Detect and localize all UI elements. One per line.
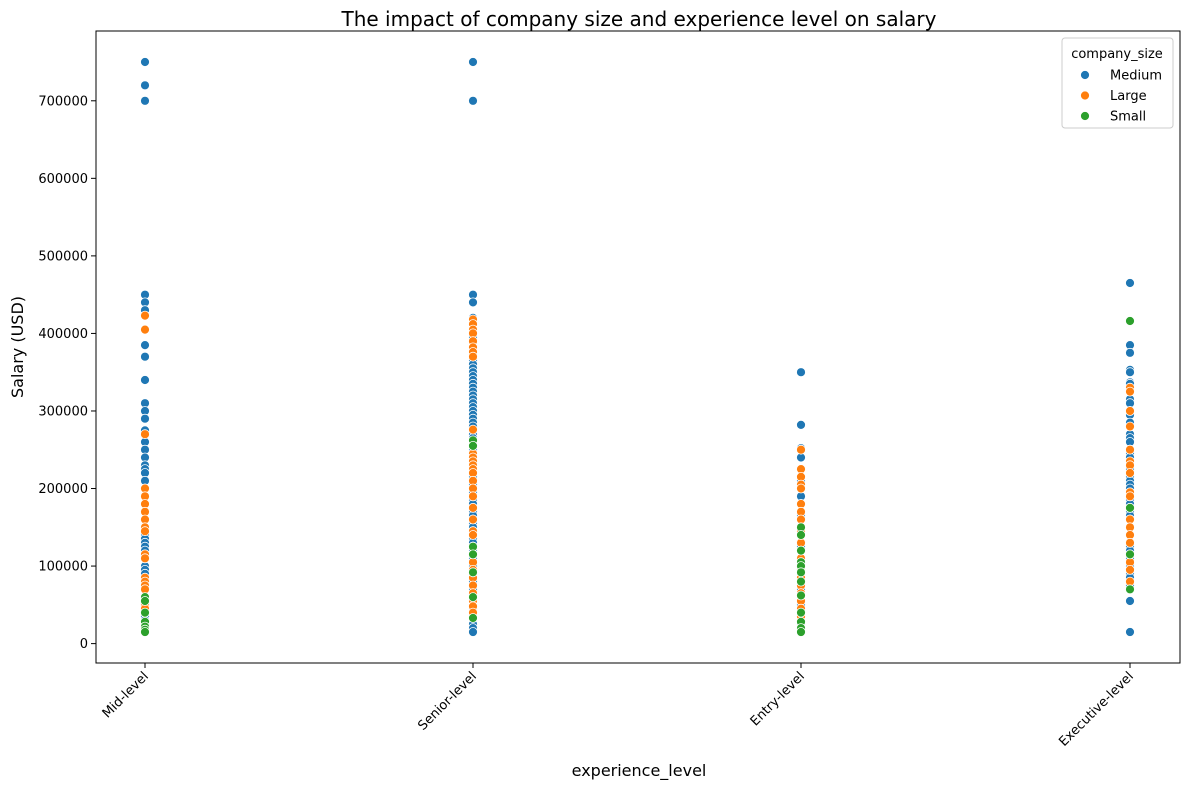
data-point-large [1125, 537, 1135, 548]
data-point-small [796, 627, 806, 637]
data-point-large [468, 514, 478, 525]
y-axis: 0 100000 200000 300000 400000 500000 600000 700… [38, 94, 96, 652]
legend-label: Medium [1110, 69, 1162, 84]
data-point-large [1125, 386, 1135, 397]
y-tick-label: 300000 [38, 404, 88, 419]
y-tick-label: 500000 [38, 249, 88, 264]
data-point-large [140, 310, 150, 321]
data-point-small [1125, 502, 1135, 513]
data-point-small [468, 592, 478, 602]
data-point-large [468, 530, 478, 540]
data-point-small [1125, 316, 1135, 326]
y-tick-label: 200000 [38, 482, 88, 497]
data-point-small [796, 607, 806, 618]
data-point-small [1125, 584, 1135, 595]
data-point-medium [140, 57, 150, 67]
data-point-medium [1125, 627, 1135, 637]
data-point-medium [140, 351, 150, 362]
y-tick-label: 600000 [38, 172, 88, 187]
data-point-medium [140, 340, 150, 351]
legend-marker [1080, 70, 1090, 80]
data-point-large [1125, 565, 1135, 575]
data-point-large [1125, 406, 1135, 416]
legend: company_size Medium Large Small [1061, 37, 1174, 129]
data-point-small [468, 440, 478, 451]
data-point-large [796, 444, 806, 455]
data-point-medium [468, 297, 478, 308]
x-axis-label: experience_level [572, 761, 707, 781]
data-point-medium [140, 95, 150, 106]
legend-label: Small [1110, 110, 1146, 125]
data-point-large [468, 351, 478, 362]
y-axis-label: Salary (USD) [8, 296, 27, 398]
y-tick-label: 100000 [38, 560, 88, 575]
x-tick-label: Entry-level [748, 669, 808, 729]
data-point-large [140, 553, 150, 564]
data-point-medium [796, 419, 806, 430]
data-point-large [796, 483, 806, 494]
data-point-large [1125, 421, 1135, 432]
data-point-medium [796, 367, 806, 378]
y-tick-label: 700000 [38, 94, 88, 109]
data-point-small [140, 596, 150, 606]
data-point-large [1125, 468, 1135, 478]
legend-marker [1080, 90, 1090, 101]
data-point-medium [1125, 367, 1135, 378]
data-point-medium [140, 413, 150, 424]
legend-label: Large [1110, 89, 1147, 104]
data-point-small [1125, 549, 1135, 560]
plot-frame [95, 30, 1181, 664]
data-point-large [1125, 444, 1135, 455]
x-tick-label: Senior-level [415, 669, 479, 733]
legend-title: company_size [1071, 47, 1163, 62]
data-point-small [796, 530, 806, 540]
x-axis: Mid-level Senior-level Entry-level Executiv… [100, 663, 1137, 750]
data-point-medium [468, 95, 478, 106]
data-point-small [796, 576, 806, 587]
y-tick-label: 0 [80, 637, 88, 652]
data-point-small [468, 567, 478, 578]
data-point-small [468, 613, 478, 623]
data-point-large [468, 502, 478, 513]
data-point-medium [1125, 347, 1135, 358]
data-point-large [468, 424, 478, 435]
data-point-medium [140, 375, 150, 385]
data-point-small [140, 607, 150, 618]
data-point-medium [468, 627, 478, 637]
data-point-small [796, 567, 806, 578]
data-point-medium [140, 80, 150, 91]
data-point-large [140, 526, 150, 537]
data-point-large [468, 491, 478, 502]
chart-title: The impact of company size and experienc… [341, 7, 937, 31]
data-point-small [796, 545, 806, 556]
data-point-large [1125, 491, 1135, 502]
data-point-medium [1125, 278, 1135, 288]
data-point-small [140, 627, 150, 637]
y-tick-label: 400000 [38, 327, 88, 342]
data-point-medium [1125, 596, 1135, 606]
data-point-small [796, 590, 806, 601]
data-point-small [468, 549, 478, 560]
data-point-large [140, 324, 150, 335]
points-layer [140, 57, 1135, 637]
x-tick-label: Executive-level [1056, 669, 1137, 750]
data-point-large [140, 429, 150, 440]
x-tick-label: Mid-level [100, 669, 152, 721]
legend-box [1061, 37, 1174, 129]
data-point-medium [468, 57, 478, 67]
legend-marker [1080, 111, 1090, 121]
